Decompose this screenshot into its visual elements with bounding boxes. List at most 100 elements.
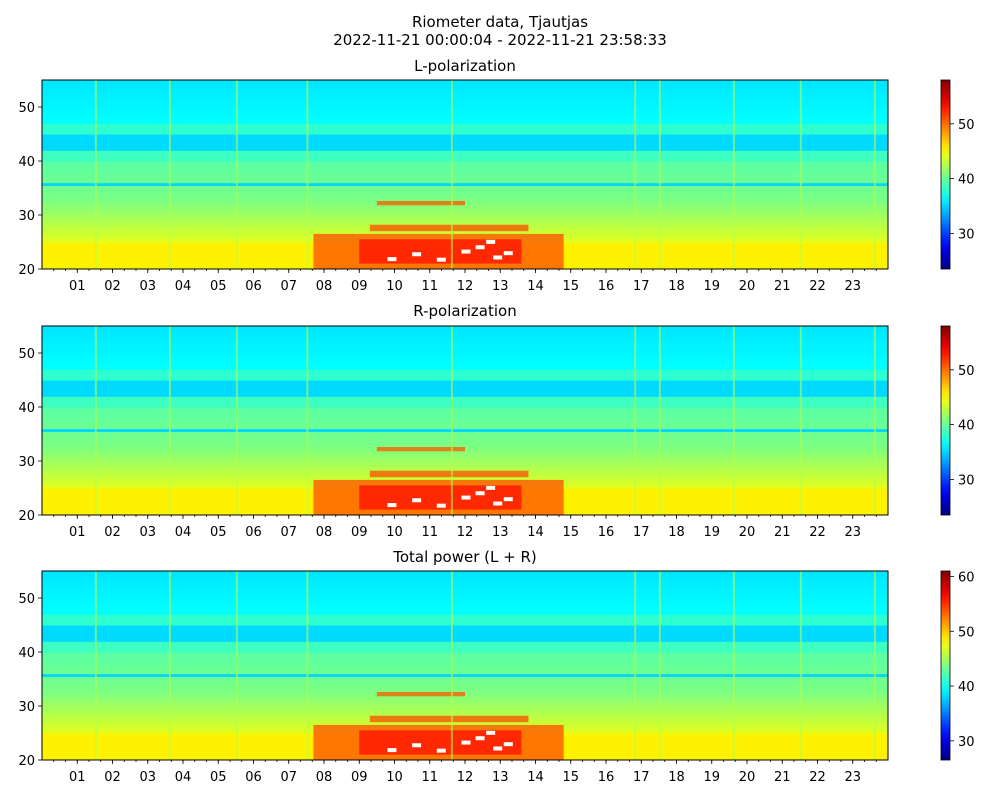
interference-line (799, 571, 802, 760)
heatmap-band (42, 681, 888, 685)
colorbar-tick-label: 30 (958, 735, 975, 750)
heatmap-band (42, 420, 888, 424)
heatmap-band (42, 380, 888, 384)
saturation-spot (412, 498, 422, 503)
interference-line (658, 80, 661, 269)
interference-line (168, 326, 171, 515)
x-tick-label: 19 (703, 770, 720, 785)
heatmap-panel-3 (42, 571, 888, 760)
heatmap-band (42, 166, 888, 170)
saturation-spot (486, 239, 496, 244)
y-tick-label: 40 (18, 646, 35, 661)
interference-line (306, 571, 309, 760)
heatmap-band (42, 589, 888, 594)
saturation-spot (493, 746, 503, 751)
x-tick-label: 06 (245, 279, 262, 294)
x-tick-label: 03 (139, 525, 156, 540)
panel-title-total: Total power (L + R) (393, 548, 537, 566)
x-tick-label: 18 (668, 279, 685, 294)
heatmap-band (42, 670, 888, 675)
heatmap-band (42, 339, 888, 343)
saturation-spot (436, 503, 446, 508)
heatmap-band (42, 455, 888, 459)
x-tick-label: 05 (210, 279, 227, 294)
x-tick-label: 10 (386, 770, 403, 785)
heatmap-band (42, 231, 888, 235)
heatmap-band (42, 423, 888, 427)
saturation-spot (436, 748, 446, 753)
heatmap-band (42, 627, 888, 631)
heatmap-band (42, 466, 888, 470)
heatmap-band (42, 96, 888, 100)
heatmap-band (42, 161, 888, 165)
x-tick-label: 09 (351, 770, 368, 785)
x-tick-label: 08 (316, 770, 333, 785)
saturation-spot (503, 251, 513, 256)
heatmap-band (42, 425, 888, 430)
panel-title-l: L-polarization (414, 57, 516, 75)
colorbar-tick-label: 50 (958, 625, 975, 640)
heatmap-band (42, 353, 888, 357)
x-tick-label: 01 (69, 279, 86, 294)
x-tick-label: 04 (175, 525, 192, 540)
x-tick-label: 18 (668, 770, 685, 785)
saturation-spot (503, 497, 513, 502)
y-tick-label: 50 (18, 592, 35, 607)
x-tick-label: 04 (175, 770, 192, 785)
heatmap-band (42, 611, 888, 615)
x-tick-label: 03 (139, 770, 156, 785)
x-tick-label: 11 (421, 279, 438, 294)
interference-line (634, 571, 637, 760)
interference-line (658, 571, 661, 760)
heatmap-band (42, 576, 888, 580)
saturation-spot (387, 748, 397, 753)
heatmap-band (42, 174, 888, 178)
interference-line (873, 326, 876, 515)
heatmap-band (42, 82, 888, 86)
x-tick-label: 11 (421, 770, 438, 785)
x-tick-label: 07 (280, 525, 297, 540)
interference-line (732, 571, 735, 760)
x-tick-label: 22 (809, 525, 826, 540)
heatmap-band (42, 625, 888, 629)
x-tick-label: 22 (809, 770, 826, 785)
heatmap-band (42, 144, 888, 149)
heatmap-panel-2 (42, 326, 888, 515)
interference-line (94, 571, 97, 760)
heatmap-band (42, 431, 888, 435)
heatmap-band (42, 369, 888, 373)
heatmap-band (42, 85, 888, 89)
interference-line (450, 571, 453, 760)
heatmap-enhancement (369, 715, 529, 723)
x-tick-label: 02 (104, 525, 121, 540)
saturation-spot (461, 740, 471, 745)
heatmap-band (42, 155, 888, 159)
x-tick-label: 15 (562, 279, 579, 294)
heatmap-band (42, 123, 888, 127)
x-tick-label: 20 (739, 770, 756, 785)
heatmap-band (42, 428, 888, 432)
x-tick-label: 17 (633, 279, 650, 294)
heatmap-band (42, 147, 888, 151)
interference-line (235, 80, 238, 269)
heatmap-band (42, 363, 888, 368)
heatmap-band (42, 358, 888, 362)
x-tick-label: 02 (104, 770, 121, 785)
heatmap-band (42, 638, 888, 642)
x-tick-label: 14 (527, 279, 544, 294)
heatmap-band (42, 633, 888, 637)
heatmap-band (42, 220, 888, 224)
heatmap-band (42, 614, 888, 618)
heatmap-band (42, 336, 888, 341)
heatmap-band (42, 587, 888, 591)
x-tick-label: 14 (527, 525, 544, 540)
x-tick-label: 07 (280, 279, 297, 294)
figure-title: Riometer data, Tjautjas (411, 13, 589, 31)
y-tick-label: 30 (18, 209, 35, 224)
heatmap-band (42, 326, 888, 330)
heatmap-band (42, 196, 888, 200)
heatmap-band (42, 641, 888, 645)
heatmap-band (42, 347, 888, 351)
heatmap-band (42, 409, 888, 413)
heatmap-band (42, 90, 888, 95)
